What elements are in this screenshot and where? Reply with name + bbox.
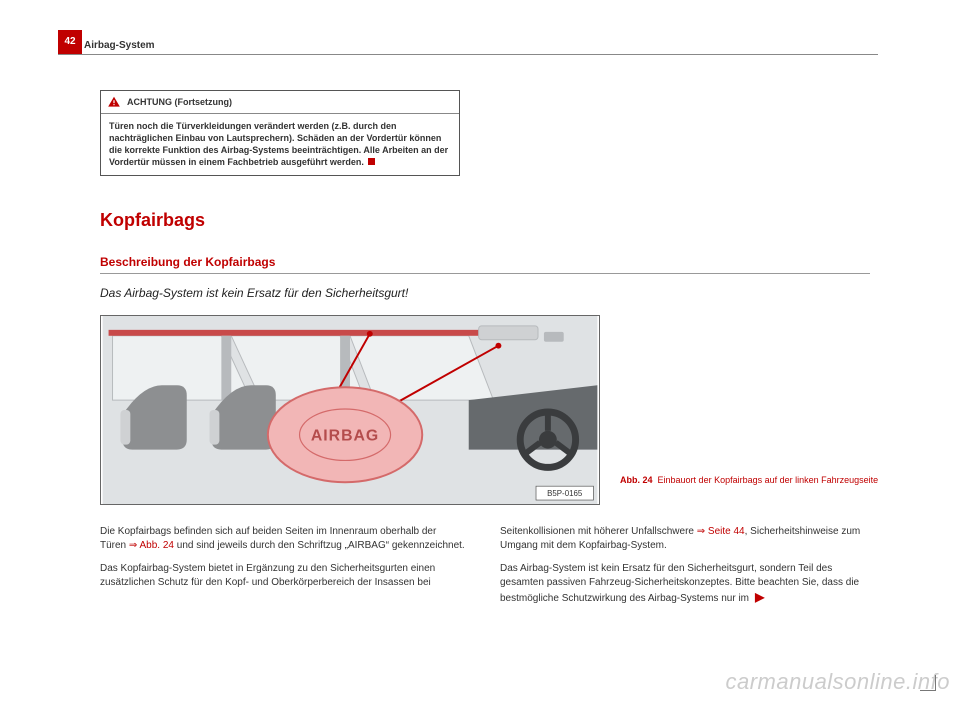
- right-paragraph-2: Das Airbag-System ist kein Ersatz für de…: [500, 562, 875, 606]
- left-paragraph-2: Das Kopfairbag-System bietet in Ergänzun…: [100, 562, 465, 589]
- warning-end-marker: [368, 158, 375, 165]
- page-number-tab: 42: [58, 30, 82, 54]
- warning-body: Türen noch die Türverkleidungen veränder…: [101, 114, 459, 175]
- right-p1-a: Seitenkollisionen mit höherer Unfallschw…: [500, 526, 697, 537]
- figure-24: AIRBAG B5P-0165: [100, 315, 600, 505]
- right-paragraph-1: Seitenkollisionen mit höherer Unfallschw…: [500, 525, 875, 552]
- right-p2-text: Das Airbag-System ist kein Ersatz für de…: [500, 563, 859, 604]
- figure-airbag-label: AIRBAG: [311, 428, 379, 445]
- body-column-left: Die Kopfairbags befinden sich auf beiden…: [100, 525, 465, 599]
- warning-heading: ACHTUNG (Fortsetzung): [101, 91, 459, 114]
- left-p1-b: und sind jeweils durch den Schriftzug „A…: [174, 540, 465, 551]
- right-p1-ref: ⇒ Seite 44: [697, 526, 745, 537]
- figure-caption-text: Einbauort der Kopfairbags auf der linken…: [658, 475, 879, 485]
- left-p1-ref: ⇒ Abb. 24: [129, 540, 174, 551]
- warning-heading-text: ACHTUNG (Fortsetzung): [127, 97, 232, 107]
- figure-caption-label: Abb. 24: [620, 475, 653, 485]
- running-header: Airbag-System: [84, 40, 155, 51]
- warning-box: ACHTUNG (Fortsetzung) Türen noch die Tür…: [100, 90, 460, 176]
- continuation-arrow-icon: ▶: [752, 590, 765, 604]
- body-column-right: Seitenkollisionen mit höherer Unfallschw…: [500, 525, 875, 616]
- figure-panel-code: B5P-0165: [547, 489, 583, 498]
- figure-illustration: AIRBAG B5P-0165: [101, 316, 599, 504]
- section-title: Kopfairbags: [100, 210, 205, 231]
- header-rule: [58, 54, 878, 55]
- subsection-heading: Beschreibung der Kopfairbags: [100, 255, 275, 269]
- lead-italic: Das Airbag-System ist kein Ersatz für de…: [100, 286, 408, 300]
- manual-page: 42 Airbag-System ACHTUNG (Fortsetzung) T…: [0, 0, 960, 701]
- subsection-rule: [100, 273, 870, 274]
- watermark: carmanualsonline.info: [725, 669, 950, 695]
- left-paragraph-1: Die Kopfairbags befinden sich auf beiden…: [100, 525, 465, 552]
- figure-caption: Abb. 24 Einbauort der Kopfairbags auf de…: [620, 475, 880, 486]
- warning-body-text: Türen noch die Türverkleidungen veränder…: [109, 121, 448, 167]
- crop-mark-icon: [920, 675, 936, 691]
- warning-triangle-icon: [107, 95, 121, 109]
